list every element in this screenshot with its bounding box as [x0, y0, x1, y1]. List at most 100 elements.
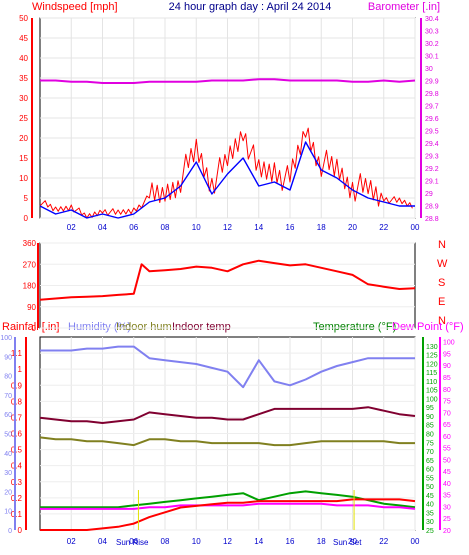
- wind-y-tick-label: 15: [19, 154, 28, 163]
- x-tick-label-top: 14: [254, 223, 263, 232]
- x-tick-label-top: 18: [317, 223, 326, 232]
- x-tick-label-bottom: 00: [411, 537, 420, 546]
- x-tick-label-top: 22: [379, 223, 388, 232]
- baro-y-tick-label: 30.2: [425, 41, 439, 48]
- temp-y-tick-label: 55: [426, 475, 434, 482]
- rainfall-y-tick-label: 0.5: [11, 446, 23, 455]
- wind-y-tick-label: 25: [19, 114, 28, 123]
- temp-y-tick-label: 60: [426, 467, 434, 474]
- humidity-legend-label: Humidity (%): [68, 321, 131, 333]
- temp-y-tick-label: 65: [426, 458, 434, 465]
- sunset-label: Sun Set: [333, 538, 362, 547]
- x-tick-label-bottom: 06: [129, 537, 138, 546]
- temp-y-tick-label: 90: [426, 414, 434, 421]
- dewpoint-y-tick-label: 50: [443, 457, 451, 464]
- rainfall-y-tick-label: 0.2: [11, 494, 23, 503]
- rainfall-y-tick-label: 1.1: [11, 349, 23, 358]
- barometer-line: [40, 78, 416, 84]
- baro-y-tick-label: 29.9: [425, 79, 439, 86]
- temp-y-tick-label: 45: [426, 493, 434, 500]
- wind-y-tick-label: 40: [19, 54, 28, 63]
- barometer-axis-label: Barometer [.in]: [368, 1, 440, 13]
- rainfall-y-tick-label: 0.4: [11, 462, 23, 471]
- wind-direction-line: [39, 259, 416, 301]
- baro-y-tick-label: 29.6: [425, 116, 439, 123]
- dewpoint-y-tick-label: 95: [443, 351, 451, 358]
- x-tick-label-bottom: 22: [379, 537, 388, 546]
- temp-y-tick-label: 30: [426, 519, 434, 526]
- humidity-y-tick-label: 70: [4, 393, 12, 400]
- wind-y-tick-label: 20: [19, 134, 28, 143]
- baro-y-tick-label: 30: [425, 66, 433, 73]
- temp-y-tick-label: 25: [426, 528, 434, 535]
- rainfall-line: [40, 498, 416, 531]
- rainfall-y-tick-label: 0.7: [11, 413, 23, 422]
- direction-y-tick-label: 0: [32, 324, 37, 333]
- baro-y-tick-label: 30.4: [425, 16, 439, 23]
- x-tick-label-top: 04: [98, 223, 107, 232]
- temp-y-tick-label: 105: [426, 388, 438, 395]
- humidity-line: [40, 345, 415, 389]
- humidity-y-tick-label: 50: [4, 432, 12, 439]
- temp-y-tick-label: 70: [426, 449, 434, 456]
- baro-y-tick-label: 29.5: [425, 129, 439, 136]
- wind-y-tick-label: 30: [19, 94, 28, 103]
- rainfall-y-tick-label: 0.6: [11, 430, 23, 439]
- indoor-hum-legend-label: Indoor hum: [116, 321, 172, 333]
- baro-y-tick-label: 29.8: [425, 91, 439, 98]
- humidity-y-tick-label: 90: [4, 354, 12, 361]
- baro-y-tick-label: 28.9: [425, 204, 439, 211]
- rainfall-y-tick-label: 1: [18, 365, 23, 374]
- baro-y-tick-label: 29.2: [425, 166, 439, 173]
- humidity-y-tick-label: 60: [4, 412, 12, 419]
- x-tick-label-bottom: 08: [161, 537, 170, 546]
- dewpoint-y-tick-label: 35: [443, 493, 451, 500]
- baro-y-tick-label: 29: [425, 191, 433, 198]
- humidity-y-tick-label: 100: [0, 335, 12, 342]
- temp-y-tick-label: 100: [426, 396, 438, 403]
- dewpoint-y-tick-label: 40: [443, 481, 451, 488]
- indoor-temp-legend-label: Indoor temp: [172, 321, 231, 333]
- dewpoint-y-tick-label: 100: [443, 340, 455, 347]
- wind-y-tick-label: 10: [19, 174, 28, 183]
- dewpoint-y-tick-label: 70: [443, 410, 451, 417]
- baro-y-tick-label: 29.1: [425, 179, 439, 186]
- x-tick-label-top: 08: [161, 223, 170, 232]
- rainfall-y-tick-label: 0.8: [11, 397, 23, 406]
- wind-y-tick-label: 50: [19, 14, 28, 23]
- temp-y-tick-label: 125: [426, 353, 438, 360]
- x-tick-label-top: 02: [67, 223, 76, 232]
- baro-y-tick-label: 28.8: [425, 216, 439, 223]
- baro-y-tick-label: 30.3: [425, 29, 439, 36]
- rainfall-y-tick-label: 0.3: [11, 478, 23, 487]
- baro-y-tick-label: 30.1: [425, 54, 439, 61]
- x-tick-label-bottom: 04: [98, 537, 107, 546]
- temp-y-tick-label: 75: [426, 440, 434, 447]
- sunrise-label: Sun Rise: [116, 538, 149, 547]
- dewpoint-legend-label: Dew Point (°F): [392, 321, 464, 333]
- temp-y-tick-label: 110: [426, 379, 437, 386]
- x-tick-label-bottom: 10: [192, 537, 201, 546]
- humidity-y-tick-label: 40: [4, 451, 12, 458]
- x-tick-label-bottom: 16: [286, 537, 295, 546]
- dewpoint-line: [40, 502, 416, 510]
- x-tick-label-top: 20: [348, 223, 357, 232]
- baro-y-tick-label: 29.4: [425, 141, 439, 148]
- humidity-y-tick-label: 80: [4, 374, 12, 381]
- rainfall-y-tick-label: 0: [18, 526, 23, 535]
- humidity-y-tick-label: 10: [4, 509, 12, 516]
- wind-y-tick-label: 0: [24, 214, 29, 223]
- dewpoint-y-tick-label: 65: [443, 422, 451, 429]
- wind-gust-line: [39, 127, 413, 219]
- dewpoint-y-tick-label: 90: [443, 363, 451, 370]
- temp-y-tick-label: 80: [426, 432, 434, 439]
- dewpoint-y-tick-label: 30: [443, 504, 451, 511]
- x-tick-label-bottom: 12: [223, 537, 232, 546]
- chart-title: 24 hour graph day : April 24 2014: [169, 1, 332, 13]
- dewpoint-y-tick-label: 25: [443, 516, 451, 523]
- direction-y-tick-label: 180: [23, 282, 37, 291]
- dewpoint-y-tick-label: 80: [443, 387, 451, 394]
- wind-y-tick-label: 35: [19, 74, 28, 83]
